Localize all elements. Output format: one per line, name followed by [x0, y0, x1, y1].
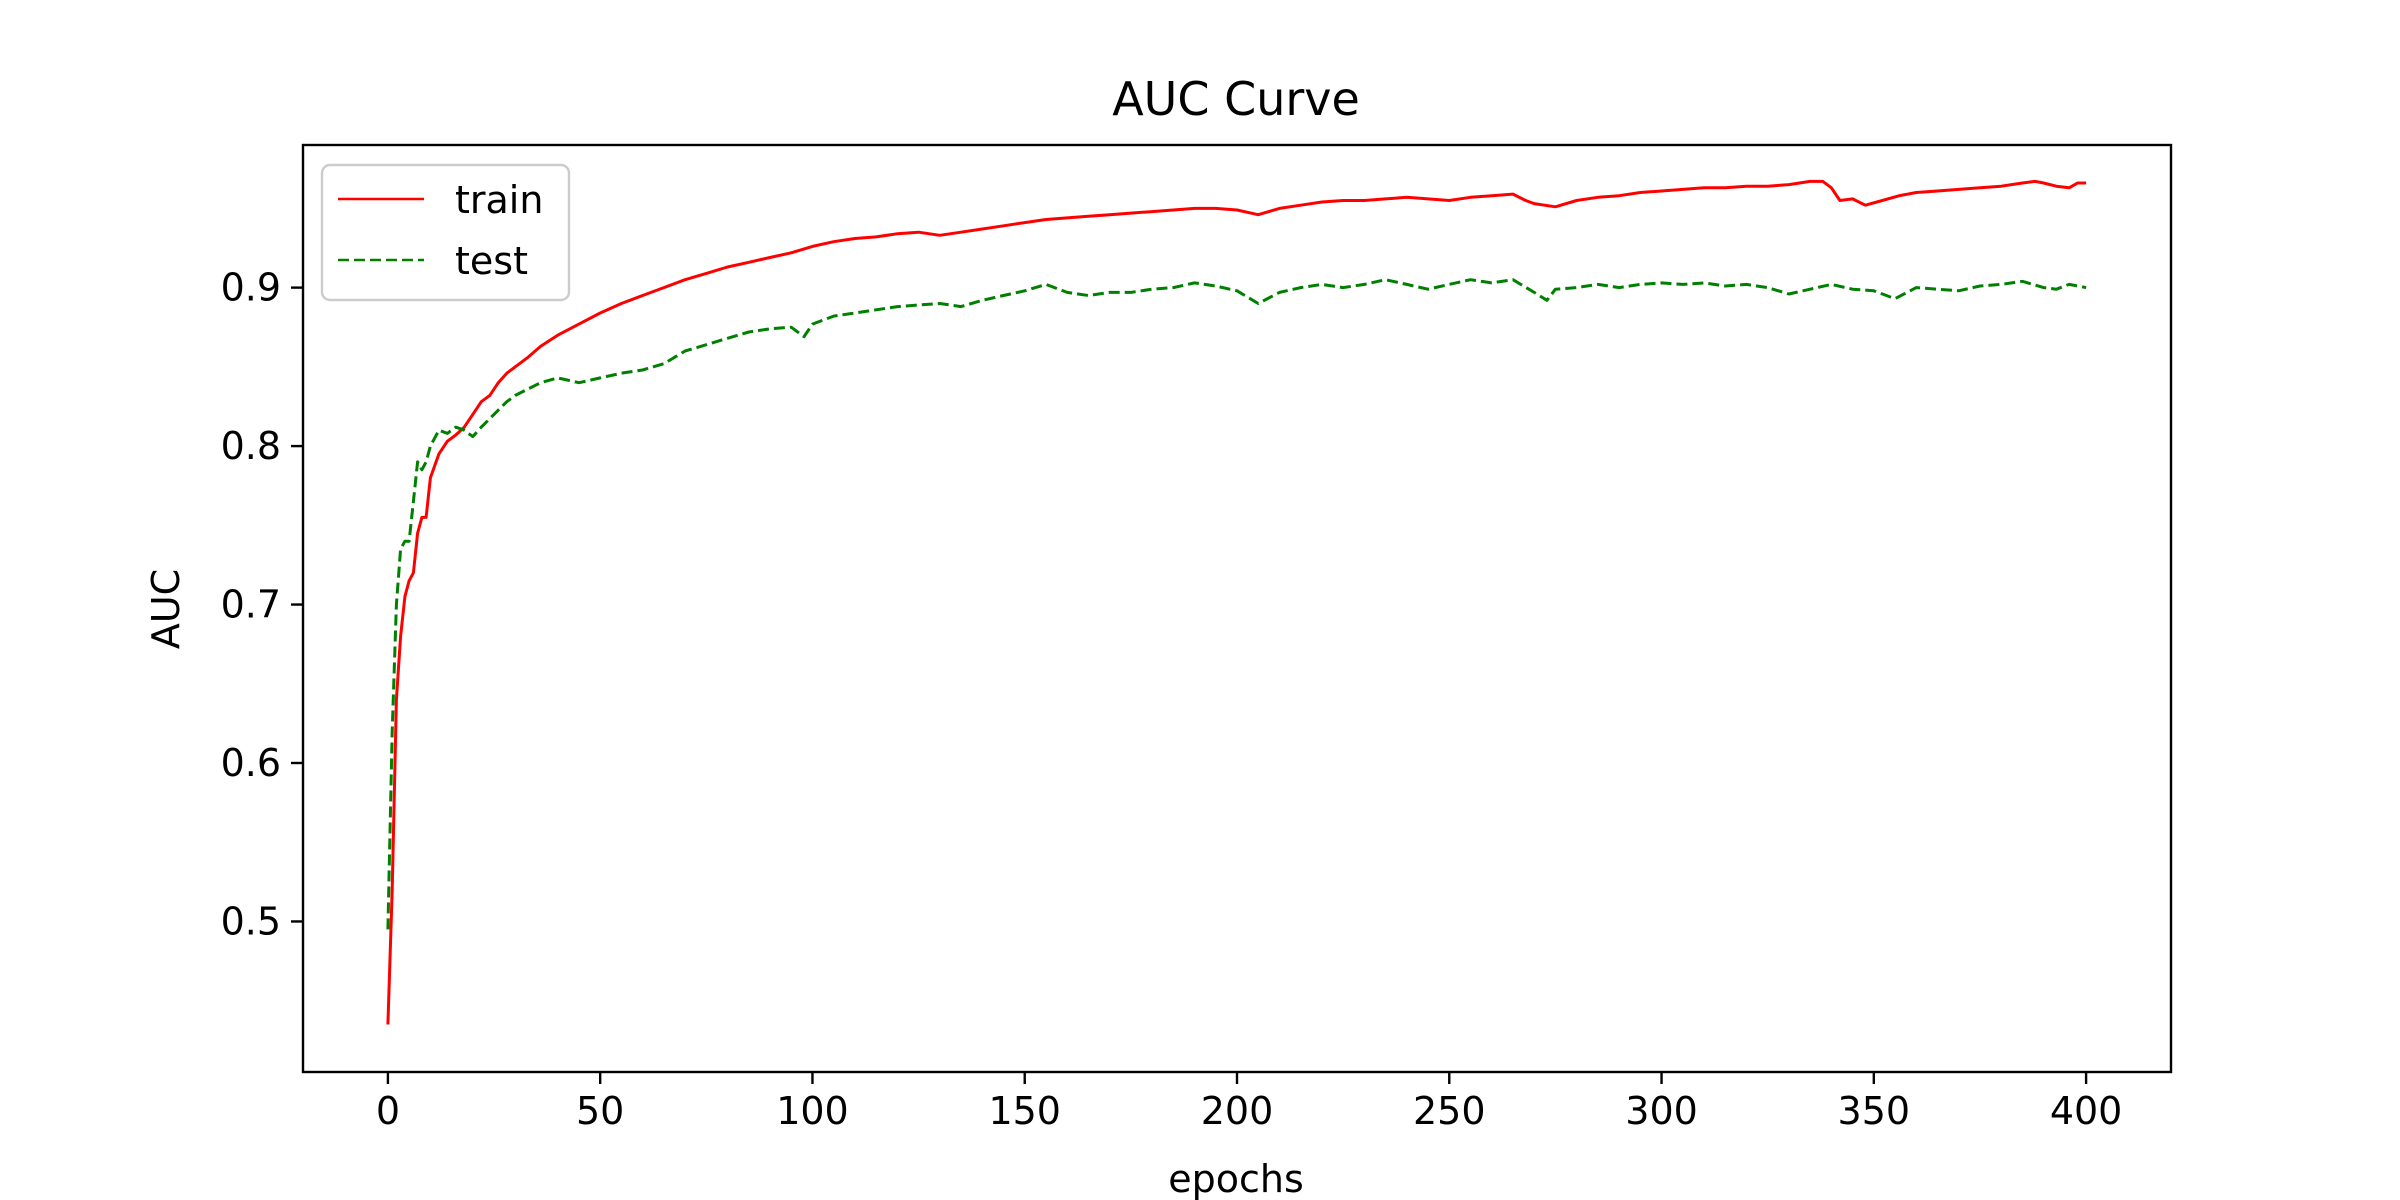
x-tick-label: 250 — [1413, 1089, 1486, 1133]
series-line-test — [386, 278, 2087, 930]
legend-label-test: test — [455, 239, 528, 283]
x-tick-label: 100 — [776, 1089, 849, 1133]
x-tick-label: 350 — [1838, 1089, 1911, 1133]
y-tick-label: 0.8 — [221, 424, 281, 468]
x-tick-label: 200 — [1201, 1089, 1274, 1133]
y-tick-label: 0.5 — [221, 899, 281, 943]
x-axis-label: epochs — [1168, 1157, 1304, 1200]
x-tick-label: 300 — [1625, 1089, 1698, 1133]
x-tick-label: 150 — [988, 1089, 1061, 1133]
y-axis-label: AUC — [144, 569, 188, 649]
y-tick-label: 0.7 — [221, 583, 281, 627]
x-axis-ticks: 0 50 100 150 200 250 300 350 400 — [376, 1072, 2123, 1133]
x-tick-label: 0 — [376, 1089, 400, 1133]
y-tick-label: 0.6 — [221, 741, 281, 785]
legend-label-train: train — [455, 178, 543, 222]
x-tick-label: 400 — [2050, 1089, 2123, 1133]
legend: train test — [320, 163, 571, 302]
series-layer — [386, 179, 2087, 1025]
series-line-train — [386, 179, 2087, 1025]
chart-title: AUC Curve — [1112, 72, 1360, 126]
y-axis-ticks: 0.5 0.6 0.7 0.8 0.9 — [221, 266, 303, 943]
y-tick-label: 0.9 — [221, 266, 281, 310]
x-tick-label: 50 — [576, 1089, 624, 1133]
